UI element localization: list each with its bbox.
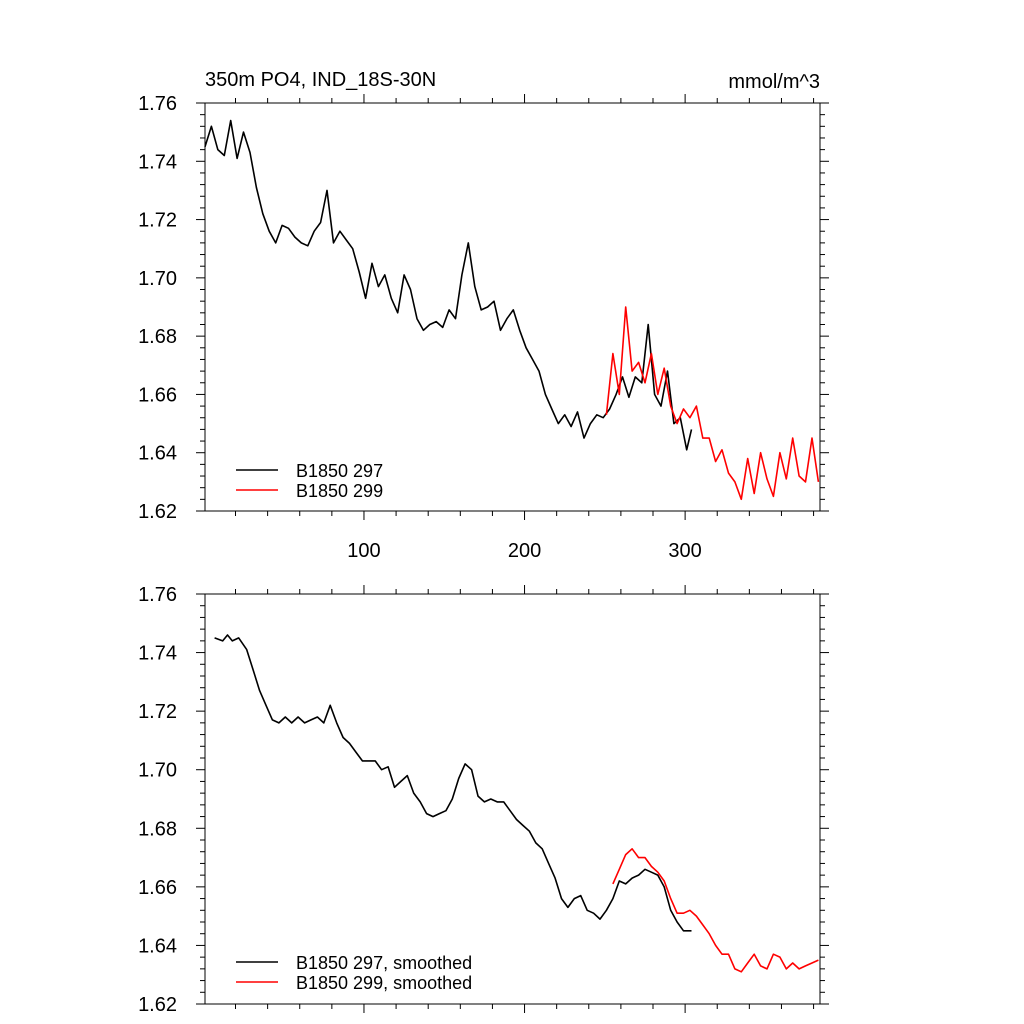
top-panel: 350m PO4, IND_18S-30N mmol/m^3 1.62 1.64 1…	[138, 69, 829, 562]
units-label: mmol/m^3	[728, 71, 820, 93]
series-line-b1850-299-smoothed	[612, 847, 819, 973]
plot-frame	[204, 102, 821, 512]
y-tick-label: 1.68	[138, 818, 177, 840]
legend-label: B1850 297	[296, 461, 383, 481]
series-line-b1850-297	[204, 119, 693, 451]
series-line-b1850-297-smoothed	[214, 634, 692, 932]
y-tick-label: 1.68	[138, 326, 177, 348]
x-tick-label: 300	[668, 540, 701, 562]
series-line-b1850-299	[605, 306, 820, 501]
legend-label: B1850 299, smoothed	[296, 973, 472, 993]
y-tick-label: 1.76	[138, 584, 177, 606]
y-tick-label: 1.76	[138, 93, 177, 115]
y-tick-label: 1.66	[138, 384, 177, 406]
bottom-panel: 1.62 1.64 1.66 1.68 1.70 1.72 1.74 1.76 B1850 29…	[138, 584, 829, 1016]
y-tick-label: 1.62	[138, 501, 177, 523]
y-tick-label: 1.64	[138, 935, 177, 957]
plot-frame	[204, 593, 821, 1005]
y-tick-label: 1.74	[138, 151, 177, 173]
y-tick-label: 1.72	[138, 210, 177, 232]
y-tick-label: 1.70	[138, 760, 177, 782]
legend-label: B1850 299	[296, 481, 383, 501]
y-tick-label: 1.62	[138, 994, 177, 1016]
y-tick-label: 1.66	[138, 877, 177, 899]
x-tick-label: 100	[347, 540, 380, 562]
y-tick-label: 1.72	[138, 701, 177, 723]
y-tick-label: 1.64	[138, 443, 177, 465]
legend-label: B1850 297, smoothed	[296, 953, 472, 973]
x-tick-label: 200	[508, 540, 541, 562]
chart-title: 350m PO4, IND_18S-30N	[205, 69, 436, 91]
y-tick-label: 1.74	[138, 643, 177, 665]
y-tick-label: 1.70	[138, 268, 177, 290]
